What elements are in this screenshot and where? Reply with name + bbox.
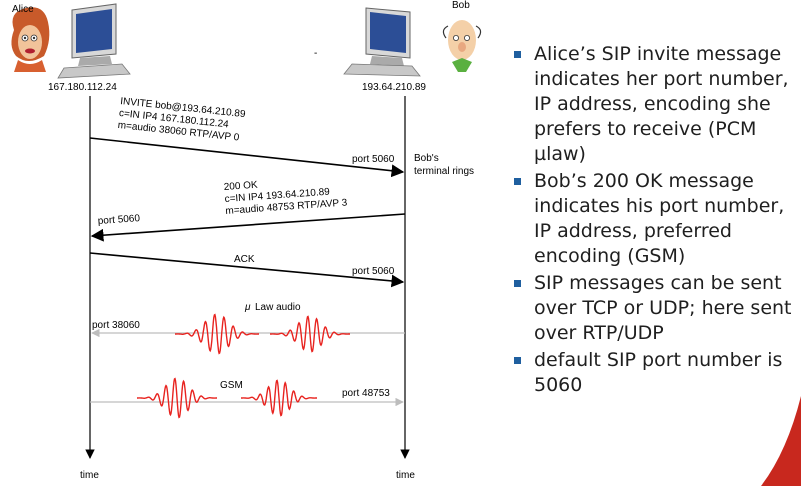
invite-port: port 5060 bbox=[352, 154, 395, 165]
gsm-wave-right bbox=[241, 381, 317, 416]
alice-avatar-icon bbox=[11, 7, 49, 72]
bullet-text: SIP messages can be sent over TCP or UDP… bbox=[534, 272, 792, 344]
bullet-list: Alice’s SIP invite message indicates her… bbox=[512, 42, 801, 400]
bullet-square-icon bbox=[514, 357, 521, 364]
bob-ip: 193.64.210.89 bbox=[362, 82, 426, 93]
bullet-square-icon bbox=[514, 280, 521, 287]
ok-port: port 5060 bbox=[97, 213, 140, 227]
ulaw-wave-right bbox=[270, 317, 350, 352]
bob-computer-icon bbox=[344, 8, 420, 76]
bullet-text: default SIP port number is 5060 bbox=[534, 349, 782, 396]
corner-accent-shape bbox=[761, 396, 801, 486]
bullet-item: SIP messages can be sent over TCP or UDP… bbox=[512, 271, 801, 346]
bullet-item: default SIP port number is 5060 bbox=[512, 348, 801, 398]
bullet-square-icon bbox=[514, 178, 521, 185]
bullet-square-icon bbox=[514, 51, 521, 58]
separator-dash: - bbox=[314, 48, 317, 59]
ulaw-mu-symbol: μ bbox=[244, 302, 251, 313]
gsm-port: port 48753 bbox=[342, 388, 390, 399]
bullet-item: Alice’s SIP invite message indicates her… bbox=[512, 42, 801, 167]
ack-port: port 5060 bbox=[352, 266, 395, 277]
gsm-label: GSM bbox=[220, 380, 243, 391]
alice-ip: 167.180.112.24 bbox=[48, 82, 117, 93]
ulaw-port: port 38060 bbox=[92, 320, 140, 331]
bullet-text: Alice’s SIP invite message indicates her… bbox=[534, 43, 789, 165]
bullet-text: Bob’s 200 OK message indicates his port … bbox=[534, 170, 784, 267]
ulaw-label: Law audio bbox=[255, 302, 301, 313]
ack-label: ACK bbox=[234, 254, 255, 265]
gsm-wave-left bbox=[137, 379, 217, 418]
bob-time-label: time bbox=[396, 470, 415, 481]
bob-rings-line-2: terminal rings bbox=[414, 166, 474, 177]
bob-rings-line-1: Bob's bbox=[414, 153, 439, 164]
alice-name: Alice bbox=[12, 4, 34, 15]
bob-avatar-icon bbox=[443, 20, 480, 72]
alice-time-label: time bbox=[80, 470, 99, 481]
bullet-item: Bob’s 200 OK message indicates his port … bbox=[512, 169, 801, 269]
bob-name: Bob bbox=[452, 0, 470, 11]
ulaw-wave-left bbox=[175, 315, 259, 354]
alice-computer-icon bbox=[58, 4, 130, 78]
